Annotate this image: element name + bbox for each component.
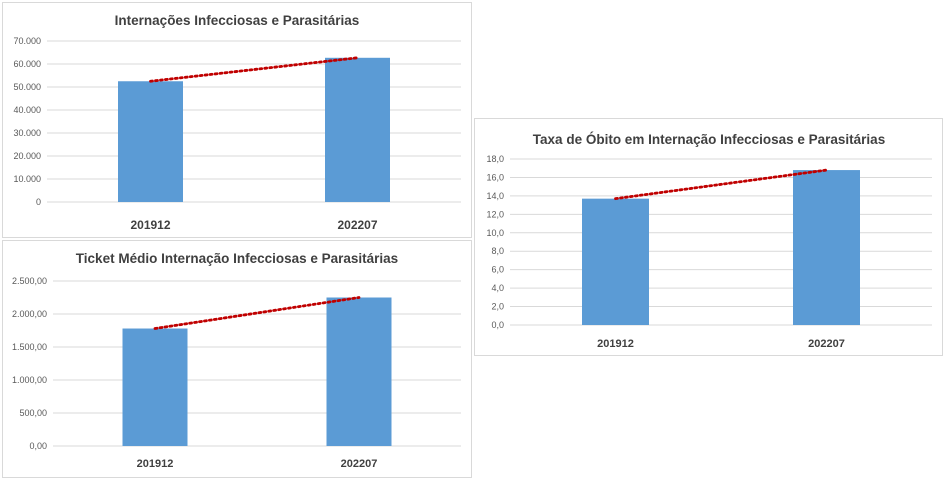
chart-title: Taxa de Óbito em Internação Infecciosas … — [533, 132, 885, 147]
y-tick-label: 2.000,00 — [12, 309, 47, 319]
bar-201912 — [118, 81, 183, 202]
y-tick-label: 10,0 — [486, 228, 504, 238]
y-tick-label: 20.000 — [13, 151, 41, 161]
bar-201912 — [582, 198, 649, 325]
y-tick-label: 6,0 — [491, 265, 504, 275]
chart-title: Ticket Médio Internação Infecciosas e Pa… — [76, 251, 398, 266]
x-tick-label: 202207 — [808, 338, 845, 350]
bar-201912 — [122, 328, 188, 446]
chart-internacoes: Internações Infecciosas e Parasitárias 0… — [13, 13, 461, 232]
y-tick-label: 70.000 — [13, 36, 41, 46]
y-tick-label: 8,0 — [491, 246, 504, 256]
chart-panel-internacoes: Internações Infecciosas e Parasitárias 0… — [2, 2, 472, 238]
y-tick-label: 16,0 — [486, 172, 504, 182]
y-tick-label: 14,0 — [486, 191, 504, 201]
y-tick-label: 500,00 — [19, 408, 47, 418]
y-tick-label: 60.000 — [13, 59, 41, 69]
x-tick-label: 201912 — [597, 338, 634, 350]
y-tick-label: 0,0 — [491, 320, 504, 330]
x-tick-label: 202207 — [341, 458, 378, 470]
trendline — [149, 56, 359, 83]
x-tick-label: 201912 — [130, 218, 170, 232]
y-tick-label: 2.500,00 — [12, 276, 47, 286]
bar-202207 — [326, 297, 392, 446]
trendline — [153, 296, 361, 330]
chart-taxa-obito: Taxa de Óbito em Internação Infecciosas … — [486, 132, 932, 350]
y-tick-label: 10.000 — [13, 174, 41, 184]
bar-202207 — [793, 170, 860, 325]
y-tick-label: 18,0 — [486, 154, 504, 164]
y-tick-label: 0,00 — [29, 441, 47, 451]
y-tick-label: 12,0 — [486, 209, 504, 219]
y-tick-label: 1.500,00 — [12, 342, 47, 352]
y-tick-label: 2,0 — [491, 302, 504, 312]
x-tick-label: 202207 — [337, 218, 377, 232]
y-tick-label: 4,0 — [491, 283, 504, 293]
y-tick-label: 50.000 — [13, 82, 41, 92]
chart-title: Internações Infecciosas e Parasitárias — [115, 13, 360, 28]
y-tick-label: 40.000 — [13, 105, 41, 115]
y-tick-label: 1.000,00 — [12, 375, 47, 385]
chart-ticket-medio: Ticket Médio Internação Infecciosas e Pa… — [12, 251, 461, 470]
y-tick-label: 0 — [36, 197, 41, 207]
trendline — [614, 168, 828, 201]
chart-panel-ticket-medio: Ticket Médio Internação Infecciosas e Pa… — [2, 240, 472, 478]
chart-panel-taxa-obito: Taxa de Óbito em Internação Infecciosas … — [474, 118, 943, 356]
y-tick-label: 30.000 — [13, 128, 41, 138]
x-tick-label: 201912 — [137, 458, 174, 470]
bar-202207 — [325, 57, 390, 202]
